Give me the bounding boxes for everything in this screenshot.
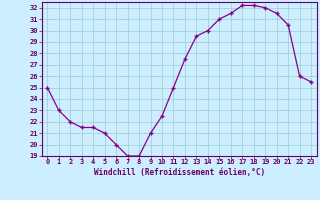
X-axis label: Windchill (Refroidissement éolien,°C): Windchill (Refroidissement éolien,°C) <box>94 168 265 177</box>
